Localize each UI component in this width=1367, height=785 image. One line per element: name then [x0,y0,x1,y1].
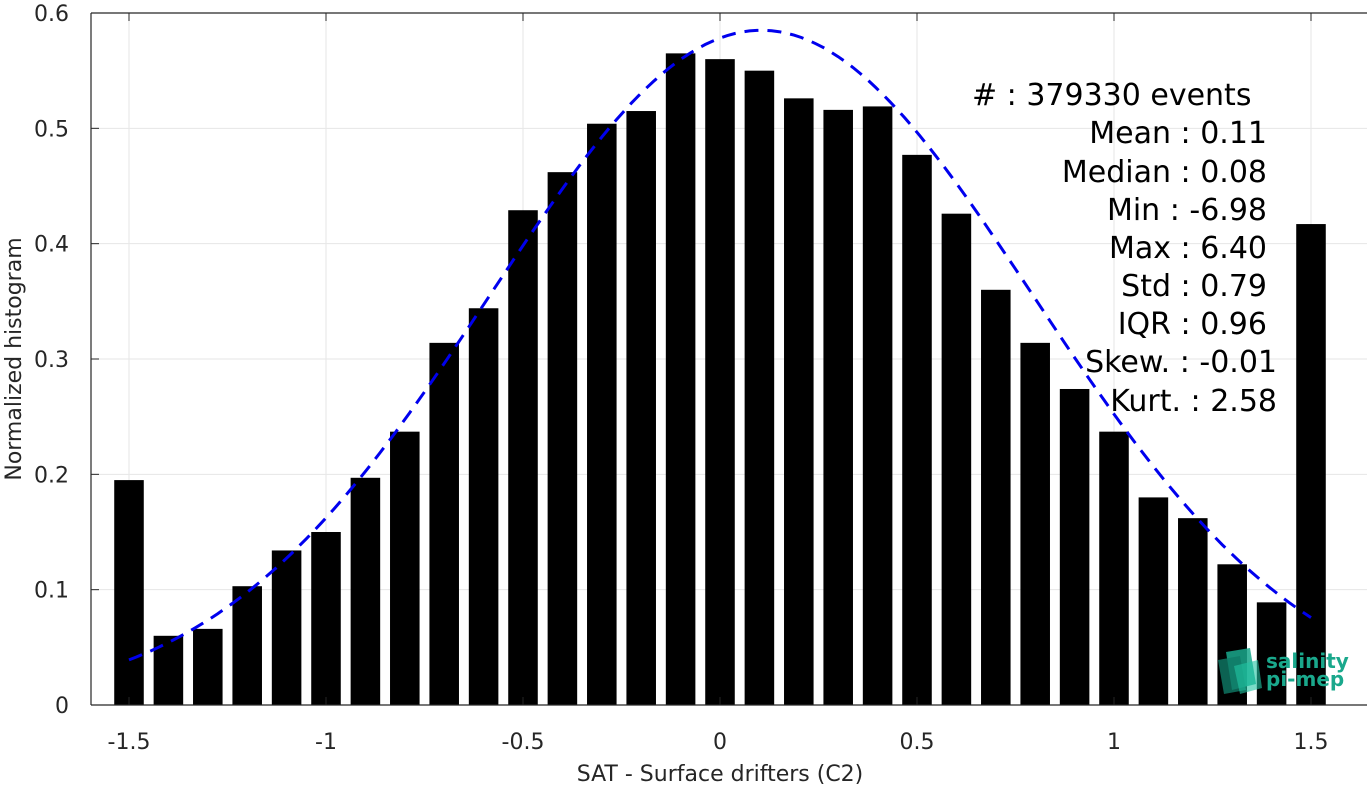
histogram-bar [1099,431,1129,705]
histogram-bar [429,342,459,705]
logo-line2: pi-mep [1266,667,1344,691]
y-tick-labels: 0 0.1 0.2 0.3 0.4 0.5 0.6 [34,2,69,719]
y-tick-label: 0 [55,694,69,719]
x-tick-label: 0 [713,730,727,755]
histogram-bar [547,172,578,705]
gaussian-fit-curve [128,28,1312,662]
histogram-bar [587,123,617,706]
histogram-bar [311,532,341,705]
histogram-bar [1138,497,1169,705]
histogram-bar [784,98,814,705]
histogram-bar [508,210,538,705]
salinity-pimep-logo: salinity pi-mep [1218,648,1349,694]
histogram-bar [232,586,262,705]
stats-median: Median : 0.08 [1062,155,1267,190]
stats-count: # : 379330 events [972,78,1251,113]
histogram-bar [114,480,144,705]
histogram-bar [823,109,853,705]
y-tick-label: 0.6 [34,2,69,27]
histogram-bar [1059,388,1090,705]
histogram-bar [468,308,499,705]
histogram-bar [902,154,932,706]
histogram-bar [941,213,972,705]
histogram-bar [626,111,656,706]
bars [114,53,1326,706]
histogram-bar [1296,224,1326,705]
histogram-bar [744,70,775,705]
stats-min: Min : -6.98 [1107,193,1267,228]
y-tick-label: 0.1 [34,579,69,604]
x-tick-labels: -1.5 -1 -0.5 0 0.5 1 1.5 [108,730,1329,755]
logo-line1: salinity [1266,649,1349,673]
stats-mean: Mean : 0.11 [1089,116,1267,151]
y-tick-label: 0.3 [34,348,69,373]
x-tick-label: 0.5 [900,730,935,755]
y-tick-label: 0.2 [34,463,69,488]
x-tick-label: -1.5 [108,730,151,755]
y-tick-label: 0.4 [34,233,69,258]
histogram-bar [271,550,302,705]
histogram-bar [862,106,893,706]
histogram-bar [665,53,696,706]
histogram-bar [981,289,1011,705]
x-tick-label: -0.5 [502,730,545,755]
logo-icon [1218,648,1262,694]
stats-box: # : 379330 events Mean : 0.11 Median : 0… [972,78,1277,419]
y-axis-title: Normalized histogram [2,237,27,480]
histogram-bar [705,59,735,705]
stats-std: Std : 0.79 [1121,269,1267,304]
stats-skew: Skew. : -0.01 [1085,345,1277,380]
stats-max: Max : 6.40 [1109,231,1267,266]
histogram-bar [390,431,420,705]
x-tick-label: -1 [315,730,337,755]
stats-iqr: IQR : 0.96 [1118,307,1267,342]
histogram-bar [350,477,381,705]
y-tick-label: 0.5 [34,117,69,142]
stats-kurt: Kurt. : 2.58 [1110,384,1277,419]
histogram-bar [193,628,223,705]
x-tick-label: 1.5 [1294,730,1329,755]
x-axis-title: SAT - Surface drifters (C2) [577,762,864,785]
x-tick-label: 1 [1107,730,1121,755]
axes [90,12,1367,706]
histogram-bar [1178,518,1208,705]
histogram-bar [1020,342,1050,705]
